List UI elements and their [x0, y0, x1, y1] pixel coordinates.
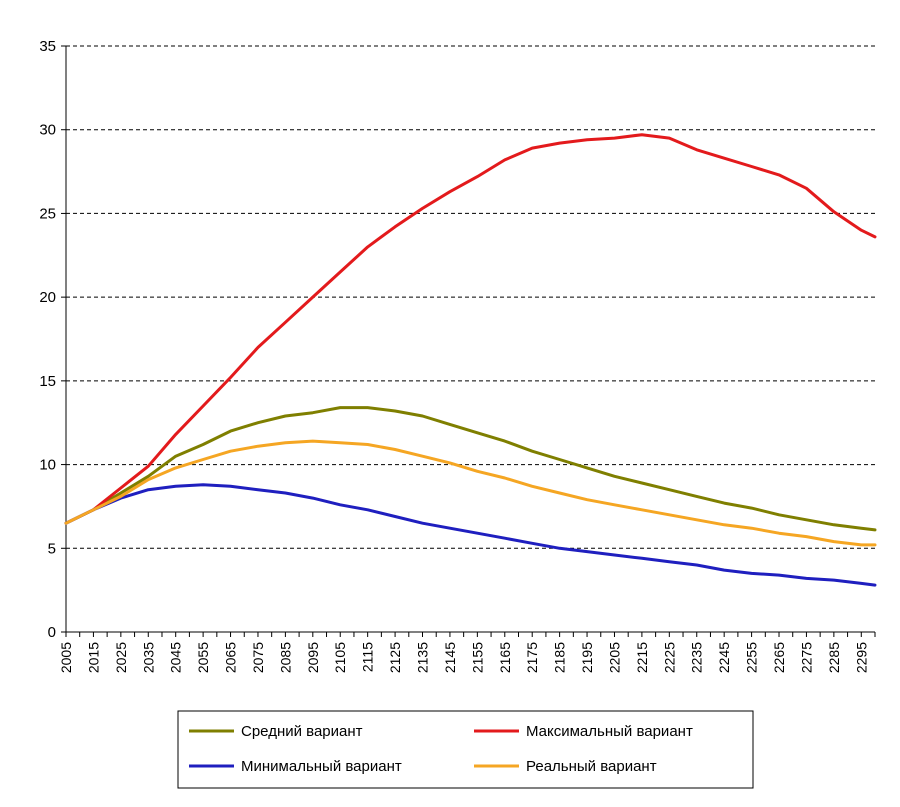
y-tick-label: 30 [39, 122, 56, 139]
x-tick-label: 2225 [661, 642, 677, 673]
legend-label: Реальный вариант [526, 758, 657, 775]
x-tick-label: 2095 [305, 642, 321, 673]
legend: Средний вариант Максимальный вариант Миним… [177, 710, 754, 789]
y-tick-label: 25 [39, 205, 56, 222]
x-tick-label: 2015 [85, 642, 101, 673]
x-tick-label: 2005 [58, 642, 74, 673]
series-layer [64, 133, 877, 587]
x-tick-label: 2085 [277, 642, 293, 673]
y-tick-label: 15 [39, 373, 56, 390]
x-tick-label: 2275 [798, 642, 814, 673]
legend-label: Средний вариант [241, 723, 363, 740]
x-tick-label: 2045 [168, 642, 184, 673]
series-line-3 [64, 483, 877, 587]
x-tick-label: 2105 [332, 642, 348, 673]
series-line-2 [64, 133, 877, 525]
series-line-1 [64, 406, 877, 532]
x-tick-label: 2055 [195, 642, 211, 673]
legend-box [177, 710, 754, 789]
legend-label: Максимальный вариант [526, 723, 693, 740]
x-tick-label: 2285 [826, 642, 842, 673]
x-tick-label: 2075 [250, 642, 266, 673]
x-tick-label: 2185 [552, 642, 568, 673]
y-tick-label: 10 [39, 457, 56, 474]
x-tick-label: 2145 [442, 642, 458, 673]
y-tick-label: 5 [48, 540, 56, 557]
x-tick-label: 2115 [360, 642, 376, 672]
grid-layer [66, 45, 875, 549]
x-tick-label: 2205 [606, 642, 622, 673]
x-tick-label: 2215 [634, 642, 650, 673]
x-tick-label: 2135 [415, 642, 431, 673]
x-tick-label: 2035 [140, 642, 156, 673]
y-tick-label: 20 [39, 289, 56, 306]
x-tick-label: 2155 [469, 642, 485, 673]
x-tick-label: 2125 [387, 642, 403, 673]
x-tick-label: 2195 [579, 642, 595, 673]
legend-label: Минимальный вариант [241, 758, 402, 775]
x-tick-label: 2065 [223, 642, 239, 673]
x-tick-label: 2025 [113, 642, 129, 673]
series-line-4 [64, 439, 877, 547]
x-tick-label: 2165 [497, 642, 513, 673]
x-tick-label: 2295 [853, 642, 869, 673]
y-tick-label: 0 [48, 624, 56, 641]
x-tick-label: 2255 [744, 642, 760, 673]
y-tick-label: 35 [39, 38, 56, 55]
x-tick-label: 2235 [689, 642, 705, 673]
x-tick-label: 2175 [524, 642, 540, 673]
x-tick-label: 2265 [771, 642, 787, 673]
x-tick-label: 2245 [716, 642, 732, 673]
